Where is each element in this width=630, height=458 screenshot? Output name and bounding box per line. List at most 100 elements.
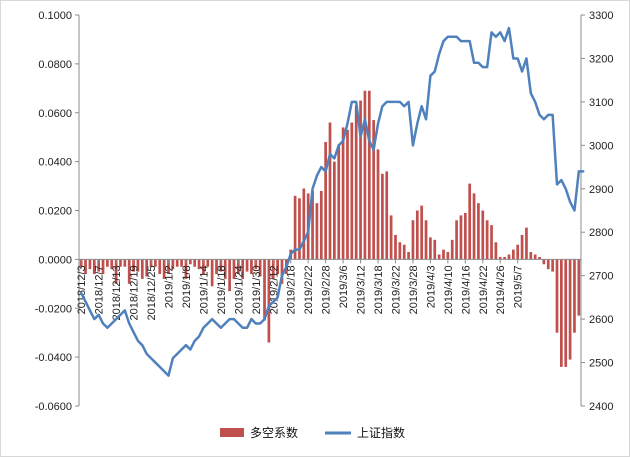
bar bbox=[319, 190, 323, 260]
bar bbox=[263, 259, 266, 321]
bar bbox=[254, 259, 258, 270]
left-tick-label: -0.0600 bbox=[35, 401, 72, 413]
bar bbox=[206, 259, 210, 267]
bar bbox=[511, 249, 515, 260]
x-tick-label: 2018/12/7 bbox=[94, 265, 106, 314]
bar bbox=[490, 225, 493, 260]
right-tick-label: 2800 bbox=[589, 227, 613, 239]
bar bbox=[293, 195, 297, 260]
bar bbox=[529, 252, 533, 260]
bar bbox=[271, 259, 275, 279]
bar bbox=[215, 259, 218, 275]
left-tick-label: 0.0200 bbox=[38, 206, 72, 218]
bar bbox=[481, 210, 485, 260]
x-tick-label: 2019/2/28 bbox=[321, 265, 333, 314]
bar bbox=[542, 259, 546, 265]
bar bbox=[311, 190, 314, 260]
x-tick-label: 2019/4/16 bbox=[460, 265, 472, 314]
bar bbox=[197, 259, 201, 270]
bar bbox=[555, 259, 559, 333]
left-tick-label: 0.0800 bbox=[38, 59, 72, 71]
bar bbox=[385, 171, 389, 260]
bar bbox=[568, 259, 572, 360]
bar bbox=[140, 259, 144, 279]
bar bbox=[437, 254, 441, 260]
x-tick-label: 2019/2/18 bbox=[286, 265, 298, 314]
x-tick-label: 2019/1/14 bbox=[198, 265, 210, 314]
right-tick-label: 3100 bbox=[589, 97, 613, 109]
bar bbox=[429, 237, 432, 260]
x-tick-label: 2019/4/22 bbox=[478, 265, 490, 314]
bar bbox=[503, 256, 506, 260]
bar bbox=[84, 259, 87, 275]
x-tick-label: 2019/1/18 bbox=[216, 265, 228, 314]
x-tick-label: 2019/3/12 bbox=[356, 265, 368, 314]
legend: 多空系数 上证指数 bbox=[220, 425, 405, 440]
bar bbox=[346, 129, 349, 260]
bar bbox=[106, 259, 109, 267]
bar bbox=[573, 259, 576, 333]
bar bbox=[533, 254, 537, 260]
bar bbox=[92, 259, 96, 275]
bar bbox=[407, 252, 410, 260]
left-tick-label: 0.0400 bbox=[38, 157, 72, 169]
x-tick-label: 2019/3/18 bbox=[373, 265, 385, 314]
bar bbox=[267, 259, 271, 343]
bar bbox=[415, 210, 419, 260]
bar bbox=[538, 256, 541, 260]
bar bbox=[551, 259, 554, 272]
x-tick-label: 2019/4/3 bbox=[425, 265, 437, 308]
bar bbox=[202, 259, 205, 275]
bar bbox=[516, 244, 520, 260]
bar bbox=[210, 259, 214, 287]
bar bbox=[394, 234, 397, 260]
bar bbox=[127, 259, 131, 284]
bar bbox=[564, 259, 568, 367]
left-tick-label: 0.0600 bbox=[38, 108, 72, 120]
bar bbox=[162, 259, 166, 279]
bar bbox=[477, 203, 480, 260]
right-tick-label: 2400 bbox=[589, 401, 613, 413]
bar bbox=[302, 188, 306, 260]
bar bbox=[101, 259, 105, 275]
bar bbox=[463, 212, 467, 260]
bar bbox=[145, 259, 149, 277]
bar bbox=[241, 259, 245, 279]
x-tick-label: 2018/12/19 bbox=[129, 265, 141, 320]
right-tick-label: 2600 bbox=[589, 314, 613, 326]
bar bbox=[525, 227, 528, 260]
x-tick-label: 2019/1/30 bbox=[251, 265, 263, 314]
bar bbox=[411, 220, 415, 260]
right-tick-label: 3300 bbox=[589, 10, 613, 22]
bar bbox=[367, 90, 371, 260]
right-tick-label: 2700 bbox=[589, 271, 613, 283]
bar bbox=[232, 259, 236, 279]
bar bbox=[333, 161, 336, 260]
bar bbox=[354, 105, 358, 260]
bar bbox=[110, 259, 114, 270]
bar bbox=[171, 259, 175, 270]
bar bbox=[258, 259, 262, 277]
x-tick-label: 2019/1/2 bbox=[163, 265, 175, 308]
bar bbox=[276, 259, 279, 275]
x-tick-label: 2019/2/22 bbox=[303, 265, 315, 314]
bar bbox=[520, 234, 524, 260]
line-series-shangzheng bbox=[79, 26, 585, 377]
bar bbox=[337, 144, 341, 260]
bar bbox=[341, 127, 345, 260]
legend-label-bar: 多空系数 bbox=[250, 425, 298, 440]
bar bbox=[433, 239, 437, 260]
bar bbox=[372, 120, 376, 260]
bar bbox=[193, 259, 197, 267]
bar bbox=[381, 173, 384, 260]
bar bbox=[324, 142, 327, 260]
bar bbox=[223, 259, 227, 279]
bar bbox=[398, 242, 402, 260]
bar bbox=[132, 259, 135, 272]
bar bbox=[459, 215, 463, 260]
left-tick-label: -0.0400 bbox=[35, 352, 72, 364]
bar bbox=[315, 203, 319, 260]
x-tick-label: 2019/4/10 bbox=[443, 265, 455, 314]
